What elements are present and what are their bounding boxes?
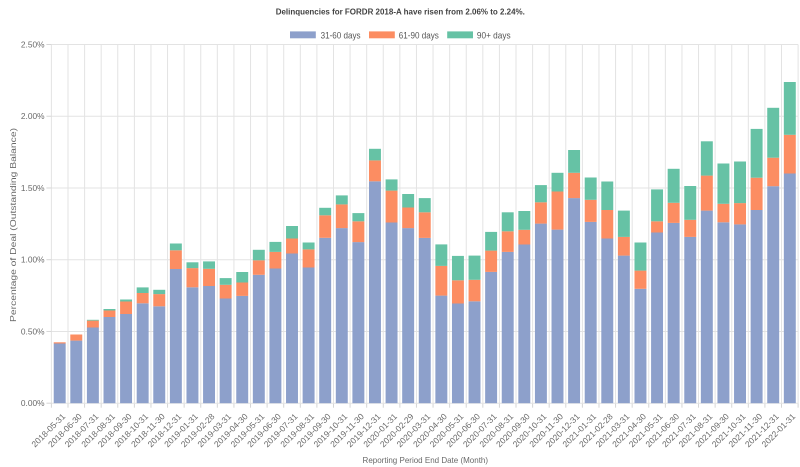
svg-text:2.50%: 2.50% bbox=[21, 39, 45, 49]
svg-text:90+ days: 90+ days bbox=[477, 30, 511, 40]
svg-text:31-60 days: 31-60 days bbox=[321, 30, 361, 40]
svg-text:61-90 days: 61-90 days bbox=[399, 30, 439, 40]
svg-text:0.50%: 0.50% bbox=[21, 326, 45, 336]
svg-text:2.00%: 2.00% bbox=[21, 111, 45, 121]
svg-text:Delinquencies for FORDR 2018-A: Delinquencies for FORDR 2018-A have rise… bbox=[276, 7, 525, 17]
svg-text:0.00%: 0.00% bbox=[21, 398, 45, 408]
svg-text:Percentage of Deal (Outstandin: Percentage of Deal (Outstanding Balance) bbox=[8, 128, 18, 322]
svg-text:1.50%: 1.50% bbox=[21, 183, 45, 193]
svg-text:Reporting Period End Date (Mon: Reporting Period End Date (Month) bbox=[363, 455, 489, 465]
svg-text:1.00%: 1.00% bbox=[21, 255, 45, 265]
